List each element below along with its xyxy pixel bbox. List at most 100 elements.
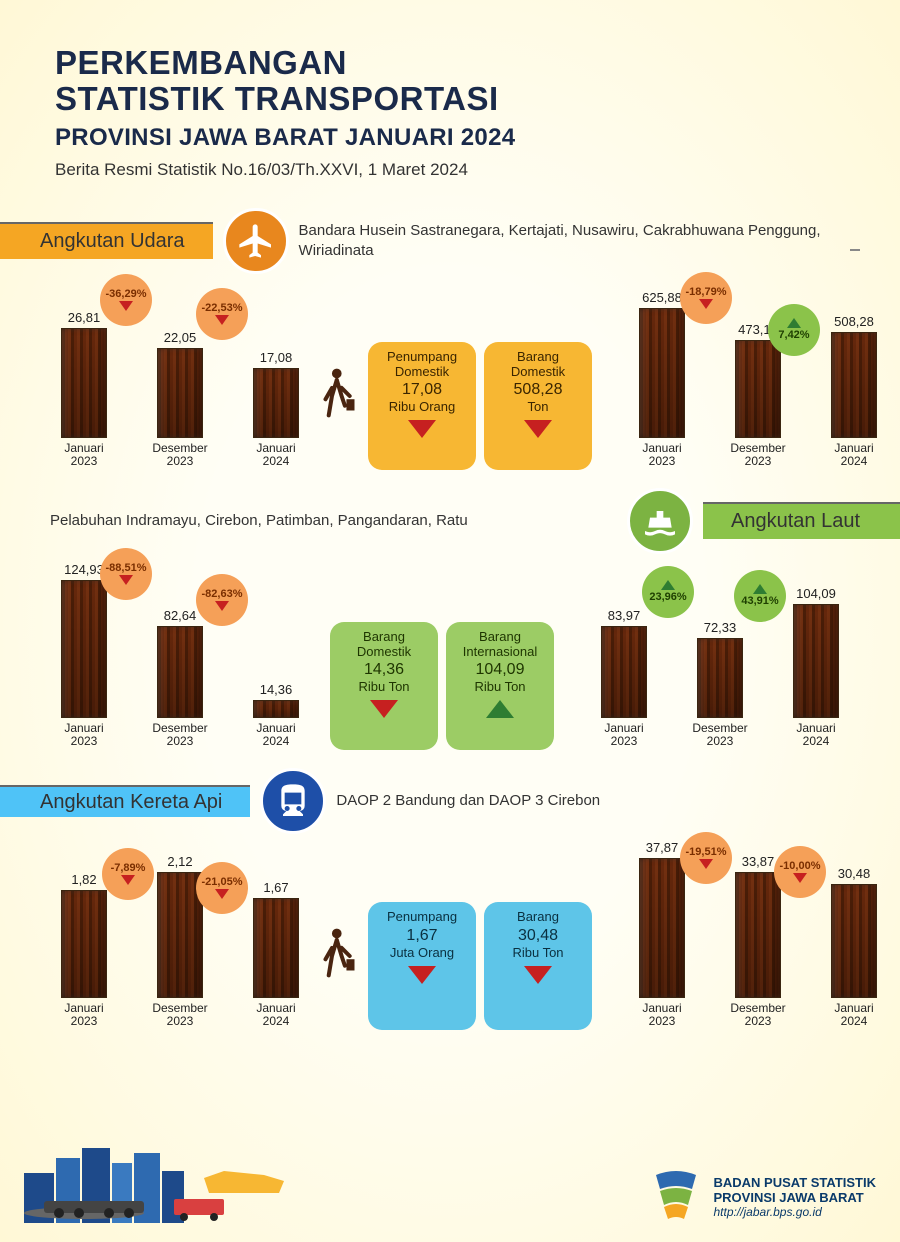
kpi-card: BarangDomestik508,28Ton <box>484 342 592 470</box>
bar-value: 2,12 <box>167 854 192 869</box>
ship-icon <box>627 488 693 554</box>
bar <box>157 626 203 718</box>
bar-value: 1,82 <box>71 872 96 887</box>
arrow-down-icon <box>215 889 229 899</box>
bar-value: 30,48 <box>838 866 871 881</box>
pct-badge: -19,51% <box>680 832 732 884</box>
traveler-icon <box>320 367 360 430</box>
kpi-unit: Ribu Ton <box>474 679 525 694</box>
bar <box>157 348 203 438</box>
kpi-title: BarangDomestik <box>511 350 565 380</box>
arrow-down-icon <box>215 315 229 325</box>
pct-badge: -21,05% <box>196 862 248 914</box>
bar-label: Januari2023 <box>642 1002 681 1030</box>
kpi-unit: Ton <box>528 399 549 414</box>
bar-label: Januari2024 <box>256 722 295 750</box>
kpi-title: BarangInternasional <box>463 630 537 660</box>
section-kereta: Angkutan Kereta Api DAOP 2 Bandung dan D… <box>40 768 860 1030</box>
pct-badge: -88,51% <box>100 548 152 600</box>
kpi-title: Barang <box>517 910 559 925</box>
bar-col: 14,36 Januari2024 <box>240 682 312 750</box>
bar <box>253 898 299 998</box>
bar-label: Desember2023 <box>692 722 747 750</box>
bar <box>61 890 107 998</box>
bar-value: 625,88 <box>642 290 682 305</box>
bar-col: 508,28Januari2024 <box>818 314 890 470</box>
bar <box>697 638 743 718</box>
bar-col: 30,48 Januari2024 <box>818 866 890 1030</box>
airplane-icon <box>223 208 289 274</box>
bps-logo-icon <box>648 1167 704 1228</box>
kpi-unit: Ribu Ton <box>358 679 409 694</box>
bar <box>639 858 685 998</box>
bar-value: 104,09 <box>796 586 836 601</box>
pct-badge: -22,53% <box>196 288 248 340</box>
kereta-desc: DAOP 2 Bandung dan DAOP 3 Cirebon <box>336 791 860 811</box>
bps-org1: BADAN PUSAT STATISTIK <box>714 1176 877 1191</box>
bar-col: 83,97Januari2023 <box>588 608 660 750</box>
bar-col: 1,67 Januari2024 <box>240 880 312 1030</box>
bar-value: 14,36 <box>260 682 293 697</box>
bar-label: Januari2023 <box>64 442 103 470</box>
bar-col: 26,81Januari2023 <box>48 310 120 470</box>
bar-label: Desember2023 <box>152 722 207 750</box>
kpi-card: BarangInternasional104,09Ribu Ton <box>446 622 554 750</box>
kpi-title: BarangDomestik <box>357 630 411 660</box>
bar <box>253 368 299 438</box>
bar-label: Januari2024 <box>834 1002 873 1030</box>
bar-col: 1,82 Januari2023 <box>48 872 120 1030</box>
bar-col: 22,05Desember2023 <box>144 330 216 470</box>
kpi-value: 104,09 <box>476 661 525 679</box>
bar-value: 1,67 <box>263 880 288 895</box>
kpi-value: 30,48 <box>518 927 558 945</box>
bar <box>61 328 107 438</box>
bar <box>601 626 647 718</box>
udara-right-chart: 625,88Januari2023473,19Desember2023508,2… <box>618 280 898 470</box>
kpi-unit: Ribu Ton <box>512 945 563 960</box>
kpi-card: PenumpangDomestik17,08Ribu Orang <box>368 342 476 470</box>
bar-col: 104,09Januari2024 <box>780 586 852 750</box>
source-line: Berita Resmi Statistik No.16/03/Th.XXVI,… <box>55 160 845 180</box>
bar-label: Desember2023 <box>730 442 785 470</box>
bar <box>735 872 781 998</box>
arrow-down-icon <box>524 966 552 984</box>
arrow-down-icon <box>408 966 436 984</box>
bps-block: BADAN PUSAT STATISTIK PROVINSI JAWA BARA… <box>648 1167 877 1228</box>
train-icon <box>260 768 326 834</box>
bar-label: Desember2023 <box>152 1002 207 1030</box>
pct-badge: -10,00% <box>774 846 826 898</box>
bar-col: 82,64Desember2023 <box>144 608 216 750</box>
bar <box>253 700 299 718</box>
kpi-value: 508,28 <box>514 381 563 399</box>
bar <box>831 332 877 438</box>
pct-badge: 43,91% <box>734 570 786 622</box>
bar-col: 72,33Desember2023 <box>684 620 756 750</box>
tab-udara: Angkutan Udara <box>0 222 213 259</box>
bar-label: Januari2023 <box>64 1002 103 1030</box>
udara-desc: Bandara Husein Sastranegara, Kertajati, … <box>299 221 850 260</box>
bar-label: Januari2024 <box>256 442 295 470</box>
tab-kereta: Angkutan Kereta Api <box>0 785 250 817</box>
section-laut: Pelabuhan Indramayu, Cirebon, Patimban, … <box>40 488 860 750</box>
kpi-value: 17,08 <box>402 381 442 399</box>
laut-desc: Pelabuhan Indramayu, Cirebon, Patimban, … <box>40 511 617 531</box>
arrow-up-icon <box>486 700 514 718</box>
arrow-down-icon <box>215 601 229 611</box>
pct-badge: -18,79% <box>680 272 732 324</box>
kereta-left-chart: 1,82 Januari2023 2,12 Desember2023 1,67 Janua… <box>40 840 320 1030</box>
bar-label: Januari2023 <box>642 442 681 470</box>
kpi-value: 1,67 <box>406 927 437 945</box>
arrow-down-icon <box>119 575 133 585</box>
bar <box>793 604 839 718</box>
tab-laut: Angkutan Laut <box>703 502 900 539</box>
kpi-card: BarangDomestik14,36Ribu Ton <box>330 622 438 750</box>
traveler-icon-2 <box>320 927 360 990</box>
kpi-card: Penumpang1,67Juta Orang <box>368 902 476 1030</box>
kpi-card: Barang 30,48Ribu Ton <box>484 902 592 1030</box>
bar-label: Januari2024 <box>256 1002 295 1030</box>
arrow-down-icon <box>793 873 807 883</box>
pct-badge: -82,63% <box>196 574 248 626</box>
bar <box>639 308 685 438</box>
pct-badge: 23,96% <box>642 566 694 618</box>
arrow-up-icon <box>661 580 675 590</box>
